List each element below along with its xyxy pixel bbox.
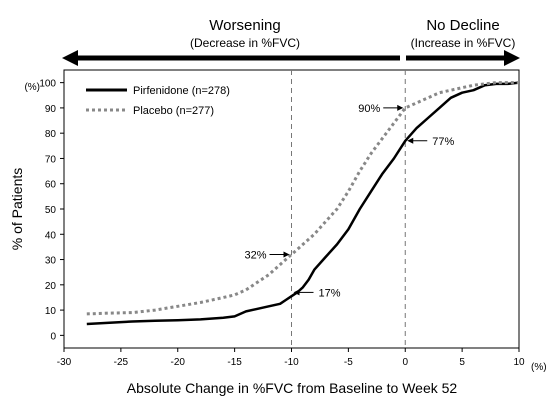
annotation-label: 17% [319, 287, 341, 299]
annotation-label: 90% [358, 103, 380, 115]
y-tick-label: 50 [45, 205, 57, 216]
y-axis-title: % of Patients [9, 168, 25, 251]
x-tick-label: -25 [114, 357, 129, 368]
annotation-arrowhead [293, 289, 300, 296]
x-tick-label: -5 [344, 357, 353, 368]
x-tick-label: -15 [227, 357, 242, 368]
x-tick-label: 0 [402, 357, 408, 368]
x-tick-label: -10 [284, 357, 299, 368]
series-lines [86, 81, 520, 326]
no-decline-sublabel: (Increase in %FVC) [411, 36, 516, 50]
no-decline-arrow [406, 50, 520, 66]
annotation: 17% [293, 287, 341, 299]
y-tick-label: 10 [45, 306, 57, 317]
x-tick-label: -30 [57, 357, 72, 368]
reference-lines [291, 70, 406, 348]
worsening-label: Worsening [209, 17, 280, 34]
annotation-label: 32% [244, 249, 266, 261]
no-decline-label: No Decline [426, 17, 499, 34]
y-tick-label: 90 [45, 104, 57, 115]
legend-label-placebo: Placebo (n=277) [133, 105, 214, 117]
y-tick-label: 20 [45, 281, 57, 292]
annotation: 77% [407, 136, 454, 148]
annotation: 90% [358, 103, 404, 115]
worsening-arrow [62, 50, 400, 66]
x-axis-title: Absolute Change in %FVC from Baseline to… [127, 380, 458, 396]
axis-ticks: -30 -25 -20 -15 -10 -5 0 5 100102030405060708090… [39, 79, 525, 368]
legend: Pirfenidone (n=278) Placebo (n=277) [86, 85, 230, 117]
x-tick-label: 10 [513, 357, 525, 368]
y-tick-label: 40 [45, 230, 57, 241]
x-tick-label: 5 [459, 357, 465, 368]
series-line-placebo [86, 81, 519, 316]
y-tick-label: 0 [50, 331, 56, 342]
annotation: 32% [244, 249, 290, 261]
y-tick-label: 100 [39, 79, 56, 90]
y-tick-label: 70 [45, 154, 57, 165]
y-tick-label: 60 [45, 180, 57, 191]
annotation-arrowhead [397, 104, 404, 111]
series-line-pirfenidone [86, 81, 520, 326]
x-unit-label: (%) [531, 362, 547, 373]
y-unit-label: (%) [24, 82, 40, 93]
y-tick-label: 80 [45, 129, 57, 140]
legend-label-pirfenidone: Pirfenidone (n=278) [133, 85, 230, 97]
y-tick-label: 30 [45, 256, 57, 267]
x-tick-label: -20 [171, 357, 186, 368]
annotation-label: 77% [432, 136, 454, 148]
annotation-arrowhead [407, 137, 414, 144]
annotations: 90% 77% 32% 17% [244, 103, 454, 299]
annotation-arrowhead [283, 251, 290, 258]
worsening-sublabel: (Decrease in %FVC) [190, 36, 300, 50]
